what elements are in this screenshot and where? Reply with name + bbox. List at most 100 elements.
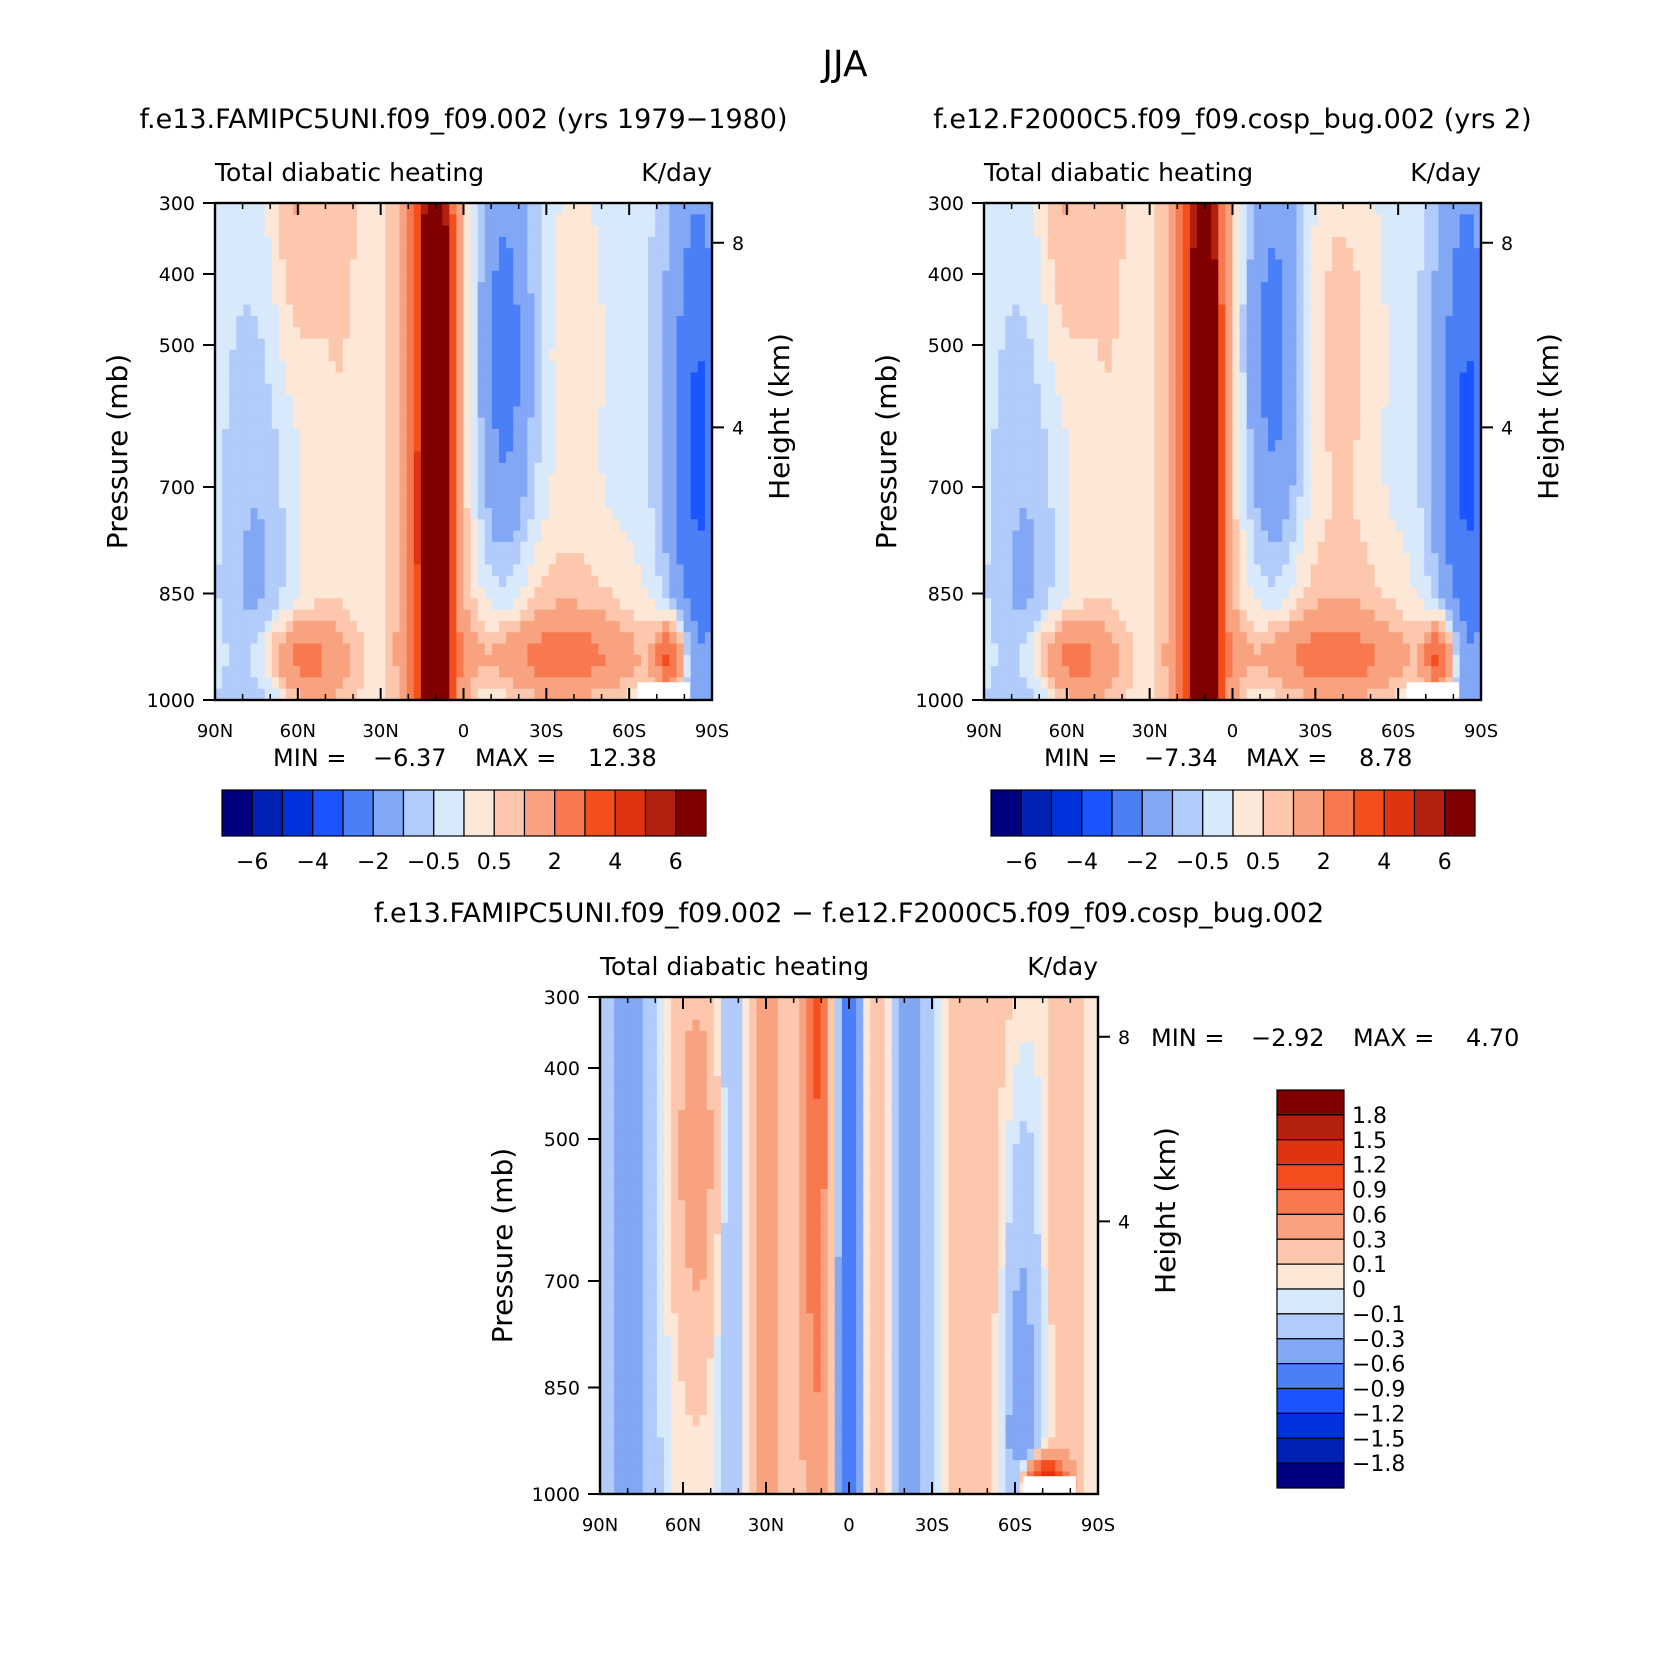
field-cell xyxy=(534,203,543,215)
field-cell xyxy=(378,304,386,317)
field-cell xyxy=(491,575,500,588)
field-cell xyxy=(371,372,379,385)
field-cell xyxy=(335,349,344,362)
field-cell xyxy=(229,587,237,599)
field-cell xyxy=(1076,214,1084,227)
field-cell xyxy=(991,304,999,317)
field-cell xyxy=(676,248,685,261)
field-cell xyxy=(321,395,330,407)
field-cell xyxy=(222,451,230,464)
field-cell xyxy=(420,315,429,328)
field-cell xyxy=(548,553,557,566)
field-cell xyxy=(612,282,621,294)
field-cell xyxy=(1204,677,1212,690)
field-cell xyxy=(1175,462,1184,475)
field-cell xyxy=(499,485,507,498)
field-cell xyxy=(506,507,514,520)
field-cell xyxy=(991,462,999,475)
field-cell xyxy=(1268,259,1276,272)
field-cell xyxy=(1253,553,1262,566)
field-cell xyxy=(534,564,543,577)
field-cell xyxy=(1147,361,1155,374)
field-cell xyxy=(612,485,621,498)
field-cell xyxy=(484,643,493,656)
field-cell xyxy=(463,620,472,633)
field-cell xyxy=(406,541,415,554)
field-cell xyxy=(364,677,372,690)
field-cell xyxy=(506,553,514,566)
field-cell xyxy=(998,203,1006,215)
field-cell xyxy=(506,666,514,679)
field-cell xyxy=(314,327,323,340)
field-cell xyxy=(1211,632,1219,645)
field-cell xyxy=(697,530,706,543)
field-cell xyxy=(371,462,379,475)
field-cell xyxy=(520,496,528,509)
field-cell xyxy=(442,248,450,261)
field-cell xyxy=(321,666,330,679)
field-cell xyxy=(648,575,656,588)
field-cell xyxy=(1104,553,1113,566)
field-cell xyxy=(1140,632,1148,645)
field-cell xyxy=(669,440,678,453)
field-cell xyxy=(264,666,273,679)
field-cell xyxy=(1055,688,1063,701)
field-cell xyxy=(435,361,443,374)
field-cell xyxy=(484,620,493,633)
field-cell xyxy=(470,507,479,520)
field-cell xyxy=(1253,248,1262,261)
field-cell xyxy=(257,428,266,441)
field-cell xyxy=(243,451,252,464)
field-cell xyxy=(392,282,401,294)
field-cell xyxy=(357,530,365,543)
field-cell xyxy=(286,428,294,441)
field-cell xyxy=(1147,632,1155,645)
field-cell xyxy=(662,609,670,622)
field-cell xyxy=(1197,632,1205,645)
field-cell xyxy=(662,666,670,679)
field-cell xyxy=(413,462,422,475)
field-cell xyxy=(470,451,479,464)
field-cell xyxy=(520,203,528,215)
field-cell xyxy=(264,587,273,599)
field-cell xyxy=(342,372,351,385)
field-cell xyxy=(300,304,308,317)
field-cell xyxy=(704,519,713,532)
field-cell xyxy=(669,349,678,362)
field-cell xyxy=(413,530,422,543)
field-cell xyxy=(1047,666,1056,679)
field-cell xyxy=(1118,315,1127,328)
field-cell xyxy=(1005,474,1013,486)
field-cell xyxy=(1047,530,1056,543)
field-cell xyxy=(1055,293,1063,306)
field-cell xyxy=(1246,677,1255,690)
field-cell xyxy=(676,609,685,622)
field-cell xyxy=(1104,666,1113,679)
field-cell xyxy=(1083,259,1092,272)
field-cell xyxy=(1033,474,1042,486)
field-cell xyxy=(527,677,536,690)
field-cell xyxy=(328,395,337,407)
field-cell xyxy=(463,530,472,543)
field-cell xyxy=(1069,214,1077,227)
field-cell xyxy=(1232,327,1241,340)
field-cell xyxy=(598,406,607,419)
field-cell xyxy=(555,293,564,306)
field-cell xyxy=(1232,270,1241,283)
field-cell xyxy=(1055,541,1063,554)
field-cell xyxy=(683,553,692,566)
field-cell xyxy=(314,564,323,577)
field-cell xyxy=(527,564,536,577)
field-cell xyxy=(555,338,564,351)
field-cell xyxy=(420,338,429,351)
field-cell xyxy=(435,575,443,588)
field-cell xyxy=(1182,688,1191,701)
field-cell xyxy=(307,587,315,599)
field-cell xyxy=(1211,270,1219,283)
field-cell xyxy=(1118,496,1127,509)
field-cell xyxy=(321,632,330,645)
field-cell xyxy=(683,451,692,464)
colorbar-tick-label: −0.5 xyxy=(407,850,460,875)
field-cell xyxy=(1232,395,1241,407)
field-cell xyxy=(1218,575,1226,588)
